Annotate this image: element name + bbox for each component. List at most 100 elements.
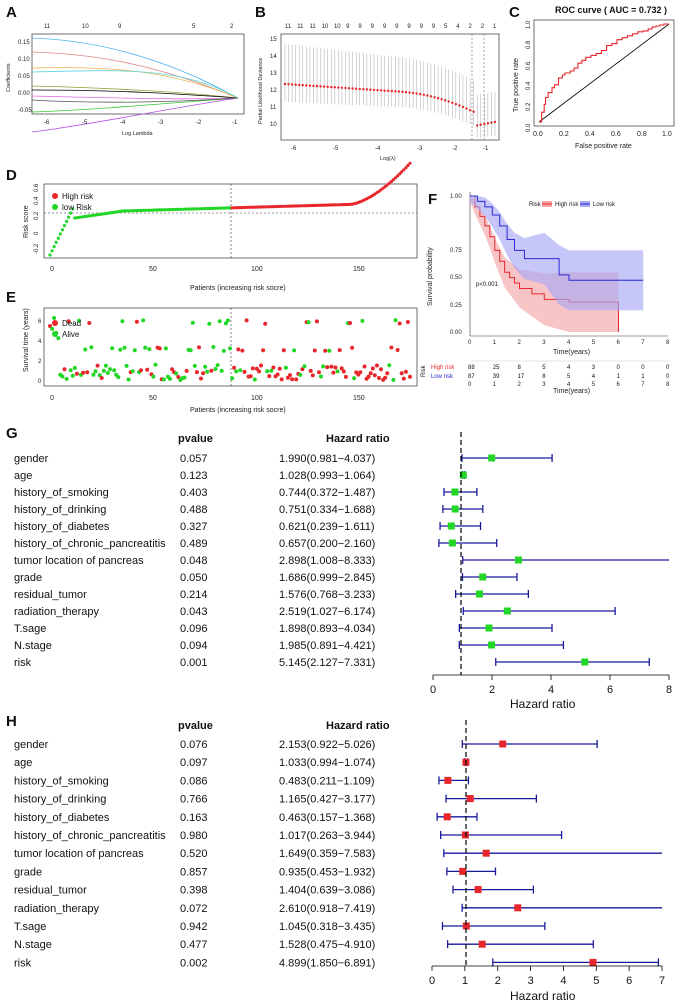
f-x-tick: 7: [641, 340, 645, 346]
f-y-tick: 0.25: [450, 303, 462, 309]
panel-f-km-curves: [470, 195, 644, 332]
g-hr-header: Hazard ratio: [326, 433, 390, 445]
c-x-tick: 0.8: [637, 131, 647, 138]
e-x-tick: 0: [50, 395, 54, 402]
panel-c-xlabel: False positive rate: [575, 143, 632, 150]
e-alive-point: [265, 369, 270, 374]
forest-hr-text: 5.145(2.127−7.331): [279, 657, 375, 669]
b-deviance-point: [461, 105, 465, 109]
d-y-tick: 0.6: [34, 183, 40, 192]
forest-variable: history_of_chronic_pancreatitis: [14, 830, 166, 842]
forest-x-tick: 4: [560, 975, 566, 987]
b-deviance-point: [305, 84, 308, 87]
e-x-tick: 100: [251, 395, 263, 402]
forest-hr-marker: [478, 940, 486, 948]
f-x-tick: 5: [592, 340, 596, 346]
b-deviance-point: [454, 102, 458, 106]
b-deviance-point: [476, 124, 479, 127]
panel-a-ylabel: Coefficients: [6, 63, 12, 92]
panel-f-ylabel: Survival probability: [427, 247, 434, 306]
e-dead-point: [259, 363, 263, 368]
d-x-tick: 100: [251, 266, 263, 273]
forest-hr-marker: [451, 505, 459, 513]
e-alive-point: [190, 320, 195, 325]
f-risk-xlabel: Time(years): [553, 388, 590, 395]
e-dead-point: [383, 375, 388, 380]
forest-hr-text: 1.404(0.639−3.086): [279, 885, 375, 897]
e-x-tick: 150: [353, 395, 365, 402]
b-top-tick: 9: [346, 24, 350, 30]
b-top-tick: 5: [444, 24, 448, 30]
e-dead-point: [290, 377, 295, 382]
forest-pvalue: 0.477: [180, 939, 208, 951]
f-risk-x-tick: 4: [567, 382, 571, 388]
a-top-tick: 10: [82, 24, 89, 30]
d-high-risk-point: [393, 176, 398, 180]
f-risk-value: 0: [666, 365, 670, 371]
c-x-tick: 0.2: [559, 131, 569, 138]
f-risk-row-low-name: Low risk: [431, 374, 454, 380]
f-risk-x-ticks: 0 1 2 3 4 5 6 7 8: [468, 382, 670, 388]
forest-hr-marker: [447, 522, 455, 530]
b-deviance-point: [426, 94, 429, 97]
e-alive-point: [89, 345, 94, 350]
f-risk-value: 0: [617, 365, 621, 371]
f-risk-value: 1: [617, 374, 621, 380]
f-risk-x-tick: 8: [666, 382, 670, 388]
f-risk-x-tick: 1: [493, 382, 497, 388]
forest-pvalue: 0.057: [180, 453, 208, 465]
b-deviance-point: [319, 85, 322, 88]
d-high-risk-point: [404, 166, 408, 170]
e-dead-point: [145, 367, 150, 372]
e-y-tick: 4: [38, 339, 42, 345]
forest-pvalue: 0.043: [180, 606, 208, 618]
d-legend-low-marker: [52, 204, 58, 210]
f-risk-value: 17: [518, 374, 525, 380]
b-deviance-point: [340, 86, 344, 89]
e-dead-point: [257, 369, 261, 374]
forest-x-tick: 7: [659, 975, 665, 987]
b-top-tick: 11: [285, 24, 292, 30]
d-high-risk-point: [391, 178, 395, 182]
e-alive-point: [205, 369, 210, 374]
forest-hr-marker: [462, 922, 470, 930]
forest-pvalue: 0.942: [180, 921, 208, 933]
forest-hr-marker: [451, 488, 459, 496]
d-low-risk-point: [67, 215, 71, 219]
panel-c-x-ticks: 0.0 0.2 0.4 0.6 0.8 1.0: [533, 131, 672, 138]
e-x-tick: 50: [149, 395, 157, 402]
forest-hr-marker: [485, 624, 493, 632]
forest-hr-marker: [474, 886, 482, 894]
forest-x-tick: 6: [607, 684, 613, 696]
e-dead-point: [339, 366, 344, 371]
b-deviance-point: [419, 92, 422, 96]
d-low-risk-point: [56, 236, 60, 240]
e-alive-point: [213, 367, 218, 371]
panel-g-letter: G: [6, 425, 18, 442]
e-alive-point: [132, 348, 137, 353]
d-y-tick: 0: [34, 231, 40, 235]
e-alive-point: [292, 348, 297, 353]
f-y-tick: 0.00: [450, 330, 462, 336]
e-dead-point: [308, 368, 313, 373]
e-alive-point: [93, 369, 98, 374]
f-legend-high-label: High risk: [555, 202, 579, 208]
b-top-tick: 9: [395, 24, 399, 30]
forest-hr-text: 1.686(0.999−2.845): [279, 572, 375, 584]
panel-d-risk-points: [48, 161, 412, 257]
b-deviance-point: [493, 120, 497, 124]
e-alive-point: [174, 371, 179, 376]
panel-c-letter: C: [509, 4, 520, 21]
f-x-tick: 3: [542, 340, 546, 346]
b-deviance-point: [394, 90, 397, 93]
a-x-tick: -6: [44, 120, 50, 126]
d-high-risk-point: [408, 161, 412, 165]
e-alive-point: [352, 376, 357, 381]
e-alive-point: [230, 376, 235, 381]
e-dead-point: [194, 370, 199, 375]
e-alive-point: [228, 346, 232, 351]
c-x-tick: 0.4: [585, 131, 595, 138]
panel-f-letter: F: [428, 191, 437, 208]
forest-hr-marker: [488, 454, 496, 462]
e-dead-point: [199, 376, 203, 381]
